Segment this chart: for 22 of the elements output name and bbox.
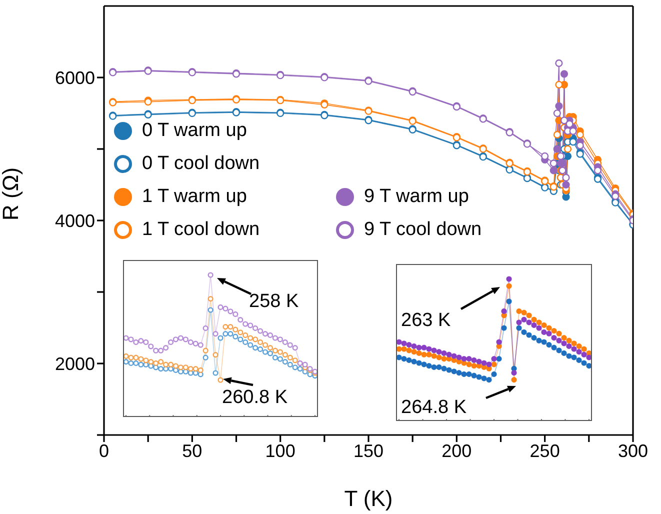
annotation: 263 K	[401, 310, 451, 332]
y-tick-label: 6000	[54, 68, 95, 88]
annotation: 260.8 K	[222, 387, 288, 409]
x-axis-title: T (K)	[344, 486, 393, 511]
x-tick-label: 100	[265, 440, 296, 461]
x-tick-label: 0	[98, 440, 110, 461]
annotation: 258 K	[249, 291, 299, 313]
legend-label: 1 T cool down	[142, 219, 260, 241]
legend-label: 9 T warm up	[364, 186, 469, 208]
legend-label: 9 T cool down	[364, 219, 482, 241]
x-tick-label: 50	[182, 440, 202, 461]
annotation: 264.8 K	[401, 397, 466, 419]
y-tick-label: 2000	[54, 354, 95, 374]
y-axis-title: R (Ω)	[0, 167, 23, 220]
x-tick-label: 150	[353, 440, 384, 461]
x-tick-label: 200	[442, 440, 472, 461]
legend-label: 1 T warm up	[142, 186, 247, 208]
legend-label: 0 T warm up	[142, 120, 247, 142]
x-tick-label: 250	[530, 440, 560, 461]
x-tick-label: 300	[618, 440, 648, 461]
legend-label: 0 T cool down	[142, 153, 260, 175]
y-tick-label: 4000	[54, 210, 95, 231]
